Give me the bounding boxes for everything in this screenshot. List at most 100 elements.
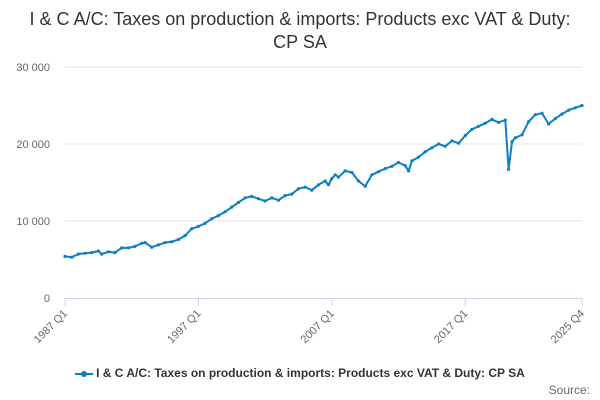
data-point <box>443 144 447 148</box>
data-point <box>183 234 187 238</box>
data-point <box>513 136 517 140</box>
data-point <box>490 117 494 121</box>
data-point <box>437 142 441 146</box>
data-point <box>156 243 160 247</box>
data-point <box>403 164 407 168</box>
data-point <box>547 122 551 126</box>
data-point <box>303 185 307 189</box>
data-point <box>163 241 167 245</box>
data-point <box>133 244 137 248</box>
data-point <box>63 254 67 258</box>
data-point <box>510 140 514 144</box>
data-point <box>527 120 531 124</box>
y-tick-label: 0 <box>44 293 50 305</box>
data-point <box>540 111 544 115</box>
data-point <box>410 159 414 163</box>
data-point <box>296 187 301 191</box>
data-point <box>263 199 267 203</box>
data-point <box>140 241 144 245</box>
data-point <box>383 167 387 171</box>
y-tick-label: 20 000 <box>16 139 50 151</box>
x-tick-label: 2017 Q1 <box>432 308 470 346</box>
y-axis-labels: 0 10 000 20 000 30 000 <box>16 62 50 305</box>
data-point <box>176 237 180 242</box>
data-point <box>450 139 454 143</box>
data-point <box>580 103 584 108</box>
data-point <box>376 170 381 174</box>
data-point <box>250 194 254 198</box>
data-point <box>120 246 124 250</box>
data-point <box>170 240 174 244</box>
data-point <box>323 179 327 183</box>
data-point <box>430 146 434 150</box>
x-tick-label: 1987 Q1 <box>32 308 70 346</box>
data-point <box>70 255 74 259</box>
data-point <box>230 205 234 209</box>
data-point <box>350 170 354 175</box>
x-tick-label: 2025 Q4 <box>549 308 587 346</box>
data-point <box>423 150 427 154</box>
data-point <box>457 141 461 145</box>
source-credit: Source: <box>548 383 590 397</box>
data-point <box>76 252 80 256</box>
data-point <box>283 194 287 198</box>
data-point <box>333 173 337 177</box>
x-tick-label: 2007 Q1 <box>299 308 337 346</box>
series-line <box>64 104 583 259</box>
data-point <box>216 214 220 218</box>
data-point <box>483 121 487 125</box>
data-point <box>477 124 481 128</box>
data-point <box>396 160 401 165</box>
data-point <box>126 246 130 250</box>
data-point <box>407 169 411 173</box>
data-point <box>533 113 537 117</box>
data-point <box>243 196 247 200</box>
data-point <box>326 183 331 187</box>
data-point <box>100 252 104 256</box>
data-point <box>203 221 207 225</box>
y-tick-label: 30 000 <box>16 62 50 74</box>
grid-lines <box>65 66 582 222</box>
data-point <box>90 251 94 255</box>
data-point <box>223 210 227 214</box>
data-point <box>83 251 87 255</box>
data-point <box>276 198 281 202</box>
legend-label: I & C A/C: Taxes on production & imports… <box>96 366 525 380</box>
x-axis: 1987 Q1 1997 Q1 2007 Q1 2017 Q1 2025 Q4 <box>32 298 587 346</box>
data-point <box>270 196 274 200</box>
chart-title: I & C A/C: Taxes on production & imports… <box>29 9 571 52</box>
data-point <box>310 188 314 192</box>
data-point <box>503 118 507 122</box>
data-point <box>507 167 511 171</box>
data-point <box>190 227 194 231</box>
data-point <box>520 133 524 137</box>
data-point <box>417 155 421 159</box>
data-point <box>330 177 334 181</box>
data-point <box>390 164 394 168</box>
data-point <box>336 175 341 179</box>
data-point <box>470 127 474 131</box>
legend[interactable]: I & C A/C: Taxes on production & imports… <box>0 366 600 380</box>
legend-line-symbol <box>75 368 94 380</box>
data-point <box>96 249 100 253</box>
data-point <box>356 179 361 183</box>
data-point <box>106 250 110 254</box>
x-tick-label: 1997 Q1 <box>165 308 203 346</box>
data-point <box>560 112 564 116</box>
y-tick-label: 10 000 <box>16 216 50 228</box>
data-point <box>256 197 261 201</box>
data-point <box>236 200 240 205</box>
data-point <box>316 183 321 187</box>
plot-area <box>63 103 584 259</box>
data-point <box>370 173 374 177</box>
data-point <box>343 169 347 173</box>
data-point <box>567 108 571 112</box>
data-point <box>463 133 467 138</box>
data-point <box>150 245 154 249</box>
data-point <box>196 224 200 228</box>
data-point <box>497 120 501 124</box>
data-point <box>573 106 577 110</box>
data-point <box>210 217 214 221</box>
data-point <box>143 241 147 245</box>
